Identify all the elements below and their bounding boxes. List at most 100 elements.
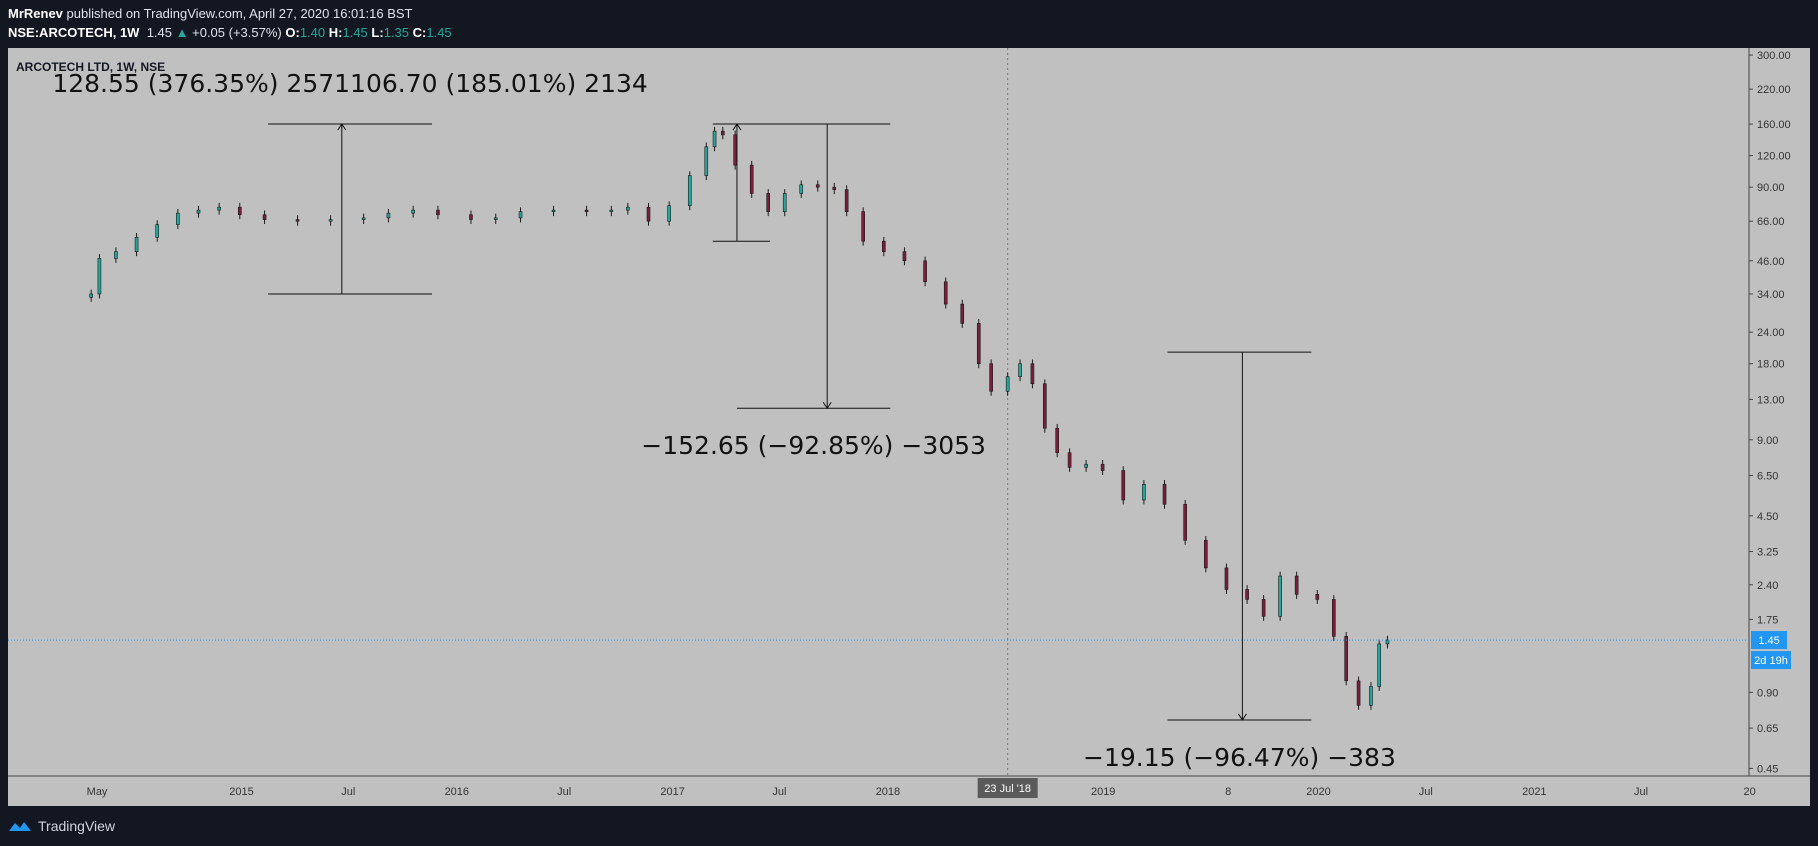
x-tick-label: 20 bbox=[1743, 786, 1755, 798]
candle-body bbox=[1100, 463, 1105, 471]
candle-body bbox=[749, 164, 754, 194]
footer: TradingView bbox=[8, 818, 115, 834]
y-tick-label: 3.25 bbox=[1757, 547, 1778, 559]
candle-body bbox=[386, 212, 391, 219]
candle-body bbox=[733, 134, 737, 166]
candle-body bbox=[1121, 470, 1126, 501]
candle-body bbox=[1067, 452, 1072, 468]
candle-body bbox=[134, 236, 139, 252]
low-label: L: bbox=[371, 25, 384, 40]
candle-body bbox=[989, 363, 993, 392]
time-axis bbox=[8, 776, 1810, 806]
y-tick-label: 46.00 bbox=[1757, 256, 1785, 268]
candle-body bbox=[1018, 363, 1022, 377]
candle-body bbox=[1084, 463, 1088, 468]
y-tick-label: 66.00 bbox=[1757, 216, 1785, 228]
high-value: 1.45 bbox=[342, 25, 368, 40]
candle-body bbox=[1315, 594, 1320, 600]
x-tick-label: 2016 bbox=[445, 786, 469, 798]
range-arrow-head bbox=[1237, 713, 1247, 721]
tradingview-logo-icon bbox=[9, 822, 31, 831]
y-tick-label: 120.00 bbox=[1757, 151, 1791, 163]
candle-body bbox=[1332, 599, 1336, 637]
range-arrow-head bbox=[822, 401, 832, 410]
candle-body bbox=[328, 219, 333, 222]
x-tick-label: Jul bbox=[557, 786, 571, 798]
candle-body bbox=[97, 258, 102, 295]
x-tick-label: Jul bbox=[1419, 786, 1433, 798]
candle-body bbox=[704, 146, 709, 176]
candle-body bbox=[176, 212, 180, 225]
candle-body bbox=[902, 251, 907, 262]
candle-body bbox=[1356, 680, 1361, 706]
candle-body bbox=[646, 206, 651, 222]
x-tick-label: 8 bbox=[1225, 786, 1231, 798]
x-tick-label: Jul bbox=[1634, 786, 1648, 798]
y-tick-label: 300.00 bbox=[1757, 50, 1791, 62]
candle-body bbox=[782, 193, 787, 212]
countdown-tag bbox=[1751, 651, 1791, 670]
y-tick-label: 90.00 bbox=[1757, 182, 1785, 194]
footer-brand[interactable]: TradingView bbox=[38, 818, 116, 834]
candle-body bbox=[844, 189, 849, 212]
price-chart[interactable]: 300.00 220.00 160.00 120.00 90.00 66.00 46.00 3… bbox=[8, 48, 1810, 806]
y-tick-label: 0.45 bbox=[1757, 763, 1778, 775]
candle-body bbox=[1183, 503, 1187, 541]
candle-body bbox=[114, 251, 118, 259]
price-change: +0.05 (+3.57%) bbox=[192, 25, 282, 40]
candle-body bbox=[667, 205, 671, 222]
y-tick-label: 6.50 bbox=[1757, 470, 1778, 482]
author[interactable]: MrRenev bbox=[8, 6, 63, 21]
candle-body bbox=[861, 211, 865, 242]
last-price: 1.45 bbox=[146, 25, 172, 40]
candle-body bbox=[262, 214, 267, 220]
candle-body bbox=[766, 193, 771, 212]
candle-body bbox=[721, 130, 725, 136]
last-price-label: 1.45 bbox=[1758, 635, 1779, 647]
candle-body bbox=[626, 206, 630, 211]
candle-body bbox=[551, 209, 556, 212]
high-label: H: bbox=[328, 25, 343, 40]
candle-body bbox=[1385, 639, 1390, 645]
close-label: C: bbox=[412, 25, 427, 40]
range-arrow-head bbox=[337, 123, 347, 131]
candle-body bbox=[217, 206, 221, 211]
y-tick-label: 4.50 bbox=[1757, 511, 1778, 523]
candle-body bbox=[1261, 599, 1266, 617]
candle-body bbox=[799, 184, 804, 194]
range-measure-label: −19.15 (−96.47%) −383 bbox=[1083, 743, 1396, 772]
chart-title: ARCOTECH LTD, 1W, NSE bbox=[16, 60, 165, 74]
crosshair-time-tag bbox=[977, 778, 1038, 798]
y-tick-label: 2.40 bbox=[1757, 580, 1778, 592]
symbol-name: NSE:ARCOTECH, 1W bbox=[8, 25, 140, 40]
x-tick-label: 2020 bbox=[1306, 786, 1330, 798]
low-value: 1.35 bbox=[383, 25, 410, 40]
open-label: O: bbox=[285, 25, 300, 40]
candle-body bbox=[1344, 636, 1348, 682]
candle-body bbox=[1142, 483, 1146, 501]
x-tick-label: 2019 bbox=[1091, 786, 1115, 798]
y-tick-label: 18.00 bbox=[1757, 359, 1785, 371]
candle-body bbox=[923, 260, 927, 283]
y-tick-label: 0.90 bbox=[1757, 687, 1778, 699]
published-text: published on TradingView.com, April 27, … bbox=[66, 6, 413, 21]
candle-body bbox=[584, 209, 589, 212]
candle-body bbox=[1030, 363, 1035, 385]
candle-body bbox=[295, 219, 300, 222]
candle-body bbox=[832, 186, 837, 190]
candle-body bbox=[196, 209, 201, 214]
candle-body bbox=[493, 217, 498, 220]
candle-body bbox=[518, 211, 523, 219]
candle-body bbox=[609, 209, 614, 212]
last-price-tag bbox=[1751, 631, 1787, 650]
x-tick-label: 2017 bbox=[660, 786, 684, 798]
open-value: 1.40 bbox=[299, 25, 326, 40]
x-tick-label: May bbox=[87, 786, 108, 798]
y-tick-label: 220.00 bbox=[1757, 84, 1791, 96]
candle-body bbox=[1162, 483, 1167, 505]
y-tick-label: 24.00 bbox=[1757, 327, 1785, 339]
y-tick-label: 34.00 bbox=[1757, 289, 1785, 301]
countdown-label: 2d 19h bbox=[1754, 655, 1788, 667]
y-tick-label: 9.00 bbox=[1757, 435, 1778, 447]
candle-body bbox=[237, 206, 242, 216]
